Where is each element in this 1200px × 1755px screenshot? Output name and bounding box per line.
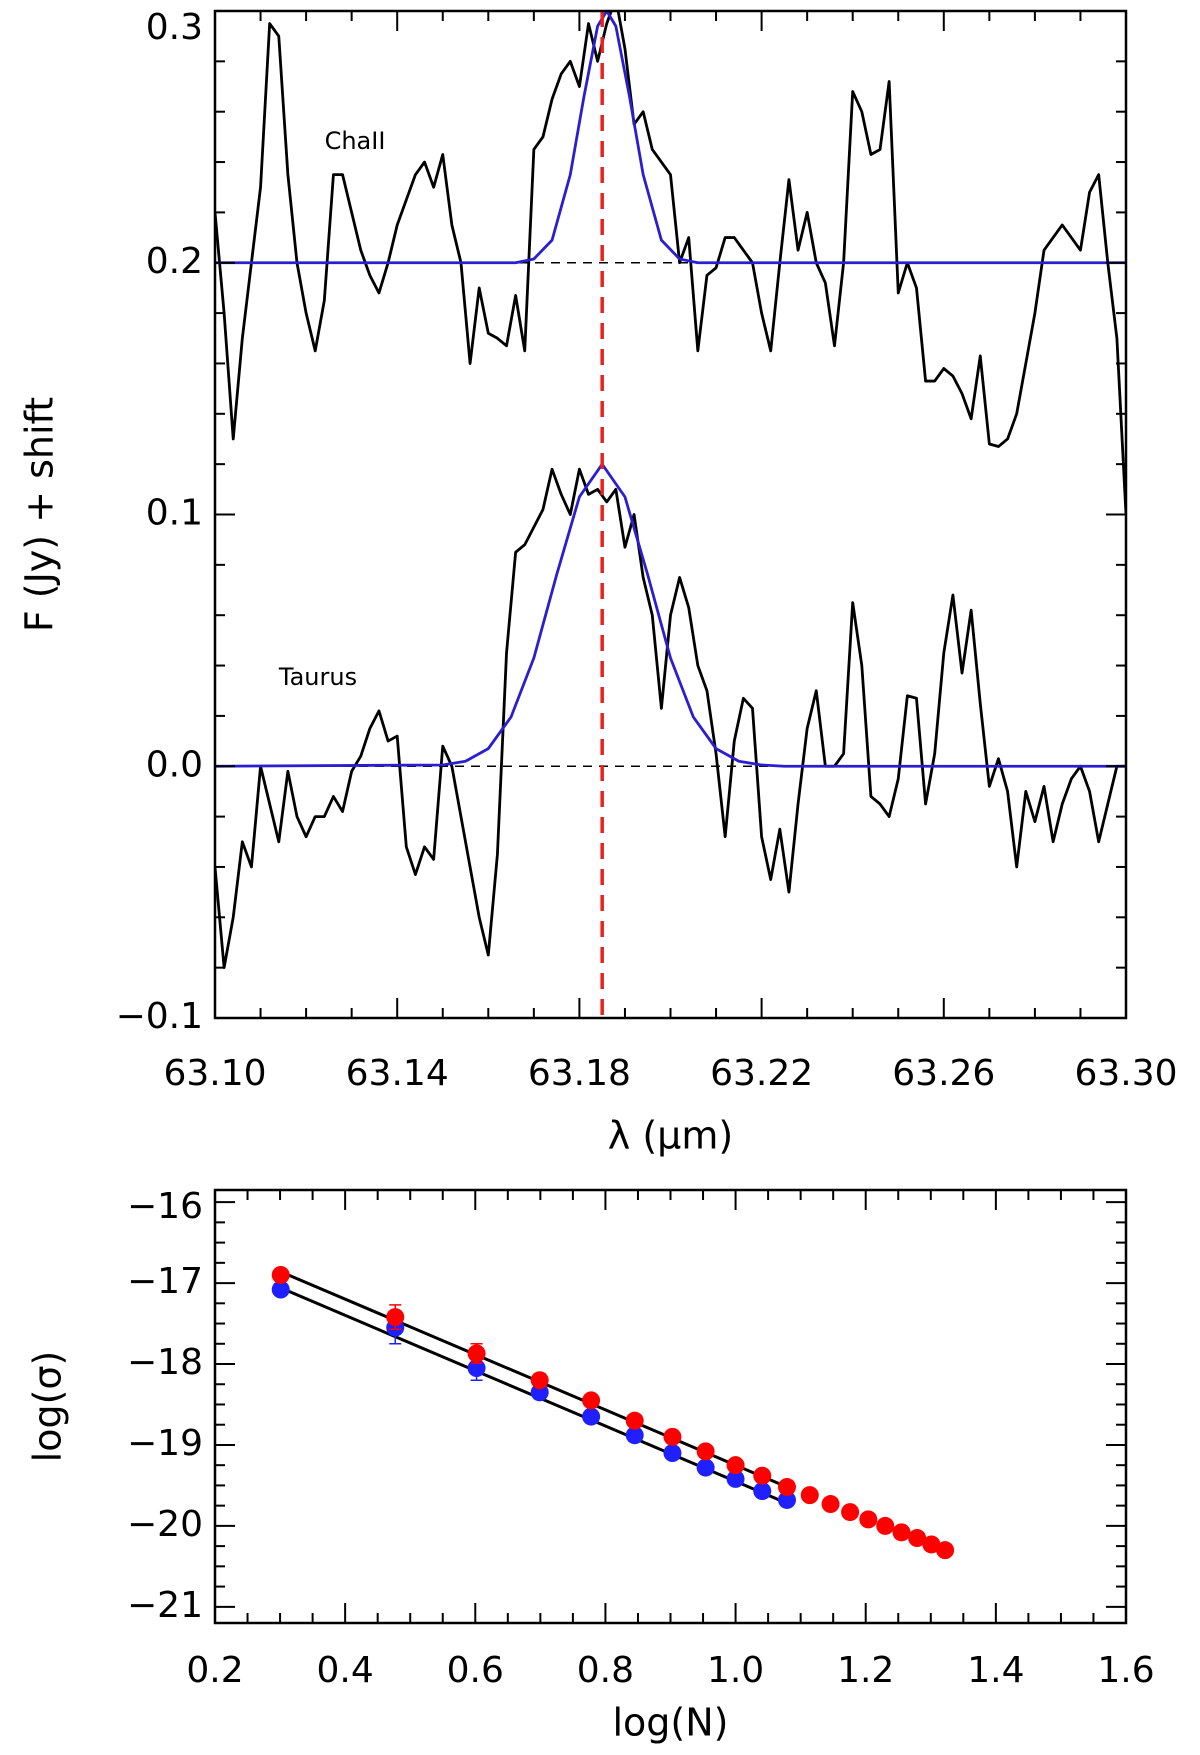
data-point (696, 1458, 715, 1477)
y-tick-label: −16 (127, 1186, 203, 1227)
data-point (892, 1523, 911, 1542)
data-point (582, 1391, 601, 1410)
y-tick-label: −0.1 (116, 996, 203, 1037)
data-point (821, 1495, 840, 1514)
series-label: ChaII (325, 127, 386, 155)
data-point (663, 1427, 682, 1446)
spectrum-line (215, 467, 1126, 970)
data-point (777, 1478, 796, 1497)
x-tick-label: 63.26 (892, 1053, 995, 1094)
x-tick-label: 63.18 (528, 1053, 631, 1094)
data-point (922, 1535, 941, 1554)
x-tick-label: 0.4 (317, 1650, 374, 1691)
plot-area (215, 11, 1126, 1018)
x-tick-label: 0.8 (577, 1650, 634, 1691)
x-axis-title: log(N) (612, 1701, 728, 1745)
data-point (467, 1344, 486, 1363)
data-point (936, 1541, 955, 1560)
data-point (271, 1280, 290, 1299)
x-tick-label: 1.4 (967, 1650, 1024, 1691)
plot-area (271, 1265, 955, 1560)
y-tick-label: 0.0 (146, 744, 203, 785)
y-axis-title: F (Jy) + shift (18, 397, 62, 632)
x-tick-label: 63.14 (346, 1053, 449, 1094)
data-point (908, 1529, 927, 1548)
x-tick-label: 1.6 (1097, 1650, 1154, 1691)
fit-line (215, 11, 1126, 265)
x-tick-label: 0.6 (447, 1650, 504, 1691)
y-tick-label: −19 (127, 1423, 203, 1464)
y-tick-label: −20 (127, 1504, 203, 1545)
data-point (530, 1371, 549, 1390)
data-point (582, 1407, 601, 1426)
data-point (876, 1516, 895, 1535)
data-point (386, 1308, 405, 1327)
y-axis-title: log(σ) (26, 1351, 70, 1463)
x-tick-label: 63.30 (1074, 1053, 1177, 1094)
x-tick-label: 1.0 (707, 1650, 764, 1691)
data-point (663, 1444, 682, 1463)
data-point (753, 1466, 772, 1485)
y-tick-label: −21 (127, 1585, 203, 1626)
data-point (777, 1490, 796, 1509)
data-point (753, 1482, 772, 1501)
data-point (696, 1442, 715, 1461)
plot-frame (213, 9, 1128, 1020)
x-tick-label: 1.2 (837, 1650, 894, 1691)
data-point (625, 1411, 644, 1430)
data-point (726, 1456, 745, 1475)
y-tick-label: 0.3 (146, 7, 203, 48)
plot-frame (213, 1188, 1128, 1625)
y-tick-label: 0.2 (146, 241, 203, 282)
data-point (859, 1510, 878, 1529)
spectrum-line (215, 11, 1126, 515)
y-tick-label: 0.1 (146, 493, 203, 534)
y-tick-label: −17 (127, 1261, 203, 1302)
x-tick-label: 63.22 (710, 1053, 813, 1094)
data-point (841, 1503, 860, 1522)
series-label: Taurus (278, 663, 357, 691)
fit-line (215, 462, 1126, 768)
data-point (726, 1469, 745, 1488)
x-tick-label: 63.10 (163, 1053, 266, 1094)
x-tick-label: 0.2 (186, 1650, 243, 1691)
x-axis-title: λ (μm) (608, 1114, 733, 1158)
data-point (271, 1265, 290, 1284)
data-point (800, 1486, 819, 1505)
data-point (625, 1426, 644, 1445)
y-tick-label: −18 (127, 1342, 203, 1383)
